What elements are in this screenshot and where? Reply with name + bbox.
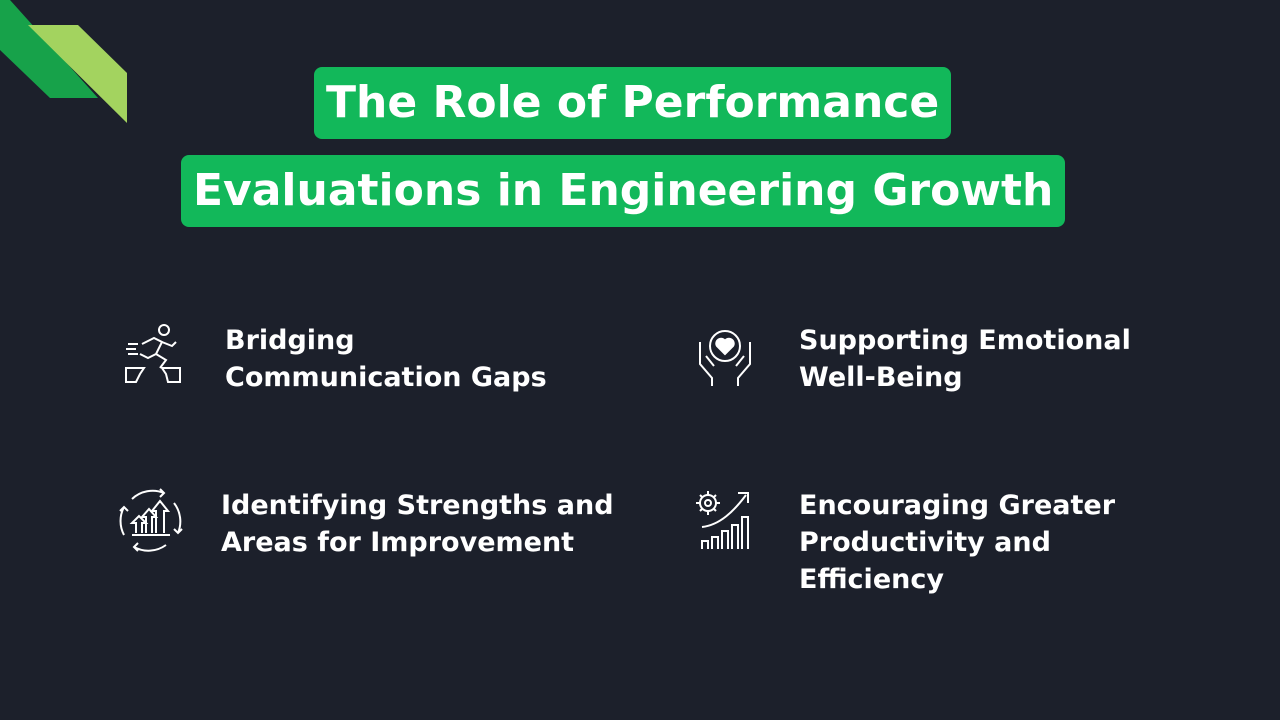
item-label: Identifying Strengths and Areas for Impr… — [221, 490, 614, 558]
item-label: Bridging Communication Gaps — [225, 325, 547, 393]
item-emotional-wellbeing: Supporting Emotional Well-Being — [696, 322, 1131, 396]
item-label: Encouraging Greater Productivity and Eff… — [799, 490, 1116, 595]
item-bridging-communication: Bridging Communication Gaps — [122, 322, 547, 396]
item-label: Supporting Emotional Well-Being — [799, 325, 1131, 393]
gear-growth-chart-icon — [696, 491, 749, 549]
heart-in-hands-icon — [699, 330, 751, 386]
title-line-2: Evaluations in Engineering Growth — [181, 155, 1066, 227]
item-productivity-efficiency: Encouraging Greater Productivity and Eff… — [694, 487, 1115, 598]
runner-jumping-gap-icon — [125, 324, 181, 383]
title-line-1: The Role of Performance — [314, 67, 952, 139]
item-strengths-improvement: Identifying Strengths and Areas for Impr… — [118, 487, 614, 561]
growth-arrows-cycle-icon — [119, 488, 183, 552]
brand-logo — [0, 0, 127, 123]
